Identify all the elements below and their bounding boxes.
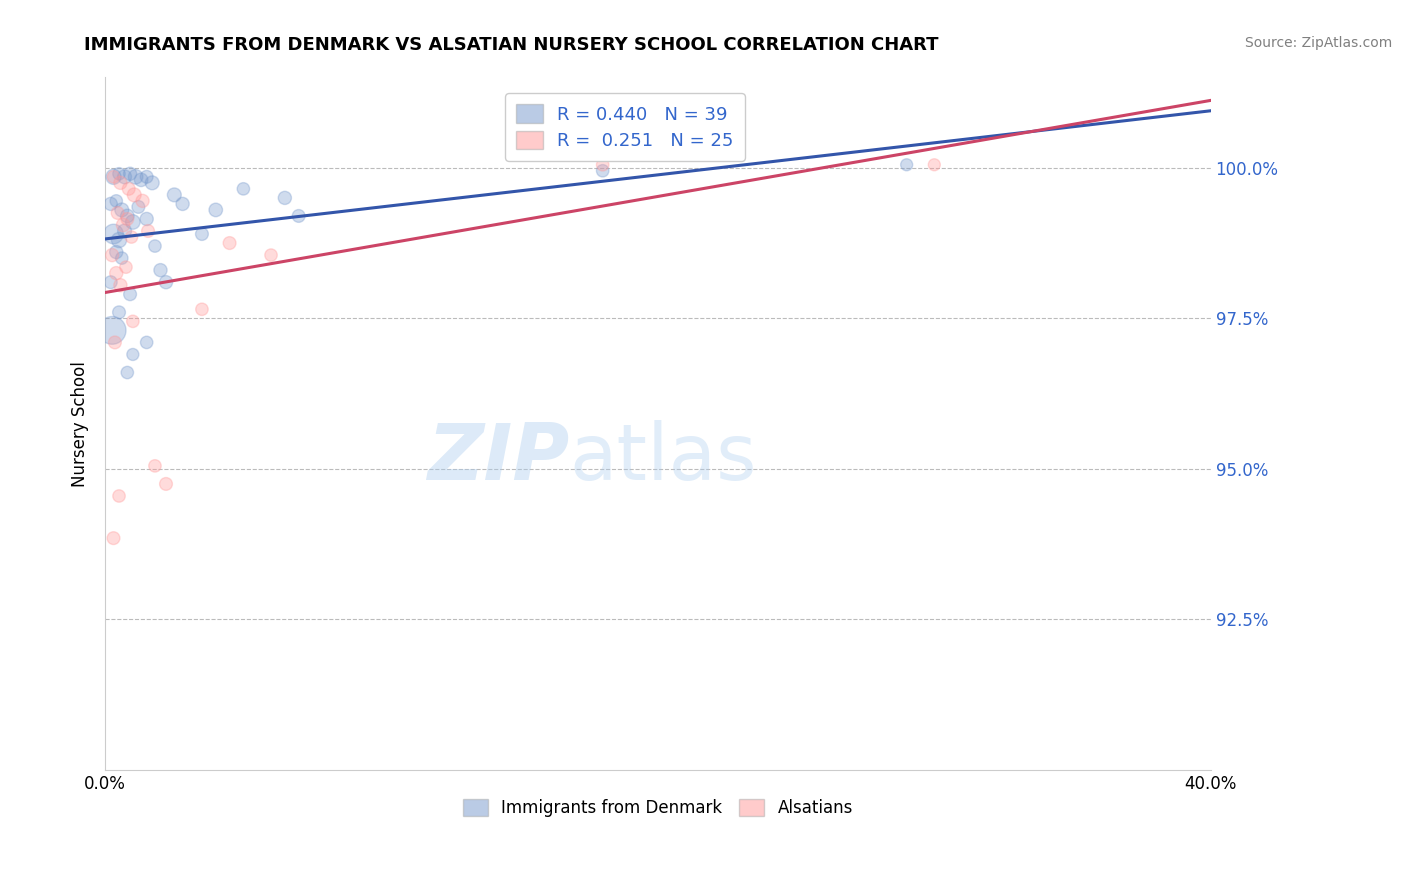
Y-axis label: Nursery School: Nursery School — [72, 360, 89, 487]
Point — [155, 275, 177, 289]
Point — [141, 176, 163, 190]
Point — [143, 458, 166, 473]
Point — [104, 335, 127, 350]
Point — [124, 169, 146, 184]
Point — [143, 239, 166, 253]
Point — [110, 278, 132, 293]
Point — [896, 158, 918, 172]
Point — [592, 158, 614, 172]
Point — [592, 163, 614, 178]
Point — [100, 197, 122, 211]
Point — [218, 235, 240, 250]
Point — [108, 233, 131, 247]
Point — [127, 200, 149, 214]
Point — [114, 224, 136, 238]
Point — [105, 194, 128, 208]
Text: ZIP: ZIP — [427, 420, 569, 496]
Point — [110, 176, 132, 190]
Point — [108, 489, 131, 503]
Point — [260, 248, 283, 262]
Point — [111, 202, 134, 217]
Point — [112, 218, 135, 232]
Point — [121, 314, 143, 328]
Point — [108, 167, 131, 181]
Point — [117, 366, 139, 380]
Point — [105, 266, 128, 280]
Point — [232, 182, 254, 196]
Point — [105, 245, 128, 260]
Text: Source: ZipAtlas.com: Source: ZipAtlas.com — [1244, 36, 1392, 50]
Point — [115, 260, 138, 274]
Point — [107, 206, 129, 220]
Point — [103, 531, 125, 545]
Point — [149, 263, 172, 277]
Point — [155, 477, 177, 491]
Point — [129, 173, 152, 187]
Point — [103, 169, 125, 184]
Point — [120, 167, 142, 181]
Point — [111, 251, 134, 265]
Point — [108, 305, 131, 319]
Point — [101, 248, 124, 262]
Point — [121, 215, 143, 229]
Point — [135, 335, 157, 350]
Point — [121, 347, 143, 361]
Point — [100, 275, 122, 289]
Point — [117, 211, 139, 226]
Point — [103, 169, 125, 184]
Point — [114, 169, 136, 184]
Point — [274, 191, 297, 205]
Point — [117, 209, 139, 223]
Text: IMMIGRANTS FROM DENMARK VS ALSATIAN NURSERY SCHOOL CORRELATION CHART: IMMIGRANTS FROM DENMARK VS ALSATIAN NURS… — [84, 36, 939, 54]
Point — [131, 194, 153, 208]
Point — [103, 227, 125, 241]
Point — [135, 169, 157, 184]
Text: atlas: atlas — [569, 420, 756, 496]
Point — [118, 182, 141, 196]
Point — [101, 323, 124, 337]
Point — [204, 202, 226, 217]
Point — [121, 230, 143, 244]
Point — [135, 211, 157, 226]
Point — [924, 158, 946, 172]
Point — [191, 302, 214, 317]
Legend: Immigrants from Denmark, Alsatians: Immigrants from Denmark, Alsatians — [457, 792, 859, 824]
Point — [163, 187, 186, 202]
Point — [191, 227, 214, 241]
Point — [122, 187, 145, 202]
Point — [120, 287, 142, 301]
Point — [136, 224, 159, 238]
Point — [287, 209, 309, 223]
Point — [172, 197, 194, 211]
